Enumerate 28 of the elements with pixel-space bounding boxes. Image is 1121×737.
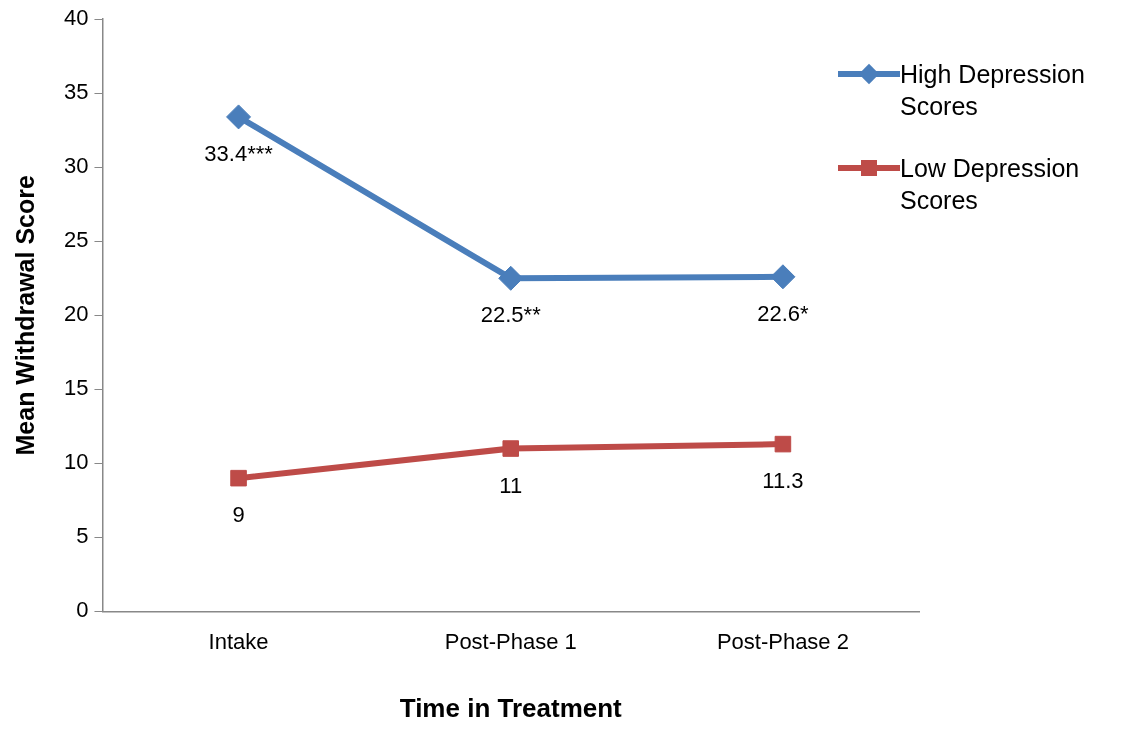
data-label: 33.4*** xyxy=(204,140,274,166)
x-axis-title: Time in Treatment xyxy=(399,692,623,723)
point xyxy=(502,440,520,457)
y-tick-label: 15 xyxy=(63,375,89,401)
data-label: 9 xyxy=(232,502,245,528)
legend-label: Low Depression Scores xyxy=(900,153,1081,216)
data-label: 11.3 xyxy=(762,468,804,494)
point xyxy=(498,265,524,291)
point xyxy=(230,469,247,487)
y-tick-label: 35 xyxy=(63,79,89,105)
y-tick-label: 0 xyxy=(76,597,89,623)
y-tick-label: 5 xyxy=(76,523,89,549)
data-label: 11 xyxy=(499,472,523,498)
x-tick-label: Post-Phase 1 xyxy=(444,628,577,654)
point xyxy=(770,264,796,290)
data-label: 22.5** xyxy=(480,302,542,328)
y-tick-label: 10 xyxy=(63,449,89,475)
y-tick-label: 40 xyxy=(63,5,89,31)
point xyxy=(774,435,792,453)
y-tick-label: 25 xyxy=(63,227,89,253)
x-tick-label: Intake xyxy=(208,628,269,654)
data-label: 22.6* xyxy=(757,300,810,326)
y-tick-label: 30 xyxy=(63,153,89,179)
y-tick-label: 20 xyxy=(63,301,89,327)
y-axis-title: Mean Withdrawal Score xyxy=(10,175,39,456)
point xyxy=(226,104,252,130)
legend-label: High Depression Scores xyxy=(900,59,1086,122)
x-tick-label: Post-Phase 2 xyxy=(716,628,849,654)
